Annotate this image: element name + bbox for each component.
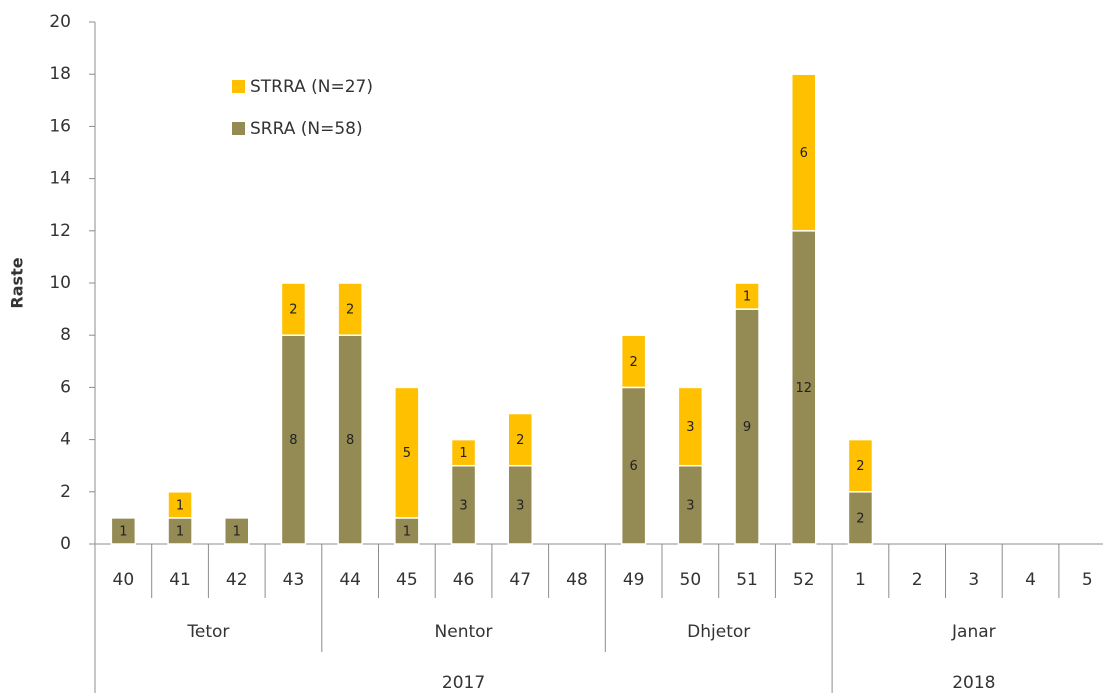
data-label: 8 bbox=[289, 433, 297, 448]
data-label: 3 bbox=[459, 498, 467, 513]
bar-segment bbox=[394, 517, 420, 545]
y-tick-label: 10 bbox=[49, 273, 71, 293]
months-label: Tetor bbox=[186, 622, 229, 642]
data-label: 3 bbox=[516, 498, 524, 513]
data-label: 2 bbox=[516, 433, 524, 448]
years-label: 2018 bbox=[952, 673, 995, 693]
bar-segment bbox=[734, 282, 760, 310]
bar-segment bbox=[167, 491, 193, 519]
data-label: 2 bbox=[346, 303, 354, 318]
bar-segment bbox=[167, 517, 193, 545]
bar-segment bbox=[847, 438, 874, 493]
y-tick-label: 12 bbox=[49, 221, 71, 241]
data-label: 1 bbox=[119, 524, 127, 539]
bar-segment bbox=[507, 412, 533, 467]
bar-segment bbox=[394, 386, 420, 519]
x-tick-label: 4 bbox=[1025, 570, 1036, 590]
bar-segment bbox=[507, 464, 533, 545]
bar-segment bbox=[337, 334, 363, 545]
data-label: 1 bbox=[459, 446, 467, 461]
x-tick-label: 48 bbox=[566, 570, 588, 590]
y-tick-label: 6 bbox=[60, 377, 71, 397]
y-tick-label: 2 bbox=[60, 482, 71, 502]
months-label: Nentor bbox=[435, 622, 493, 642]
months-label: Janar bbox=[951, 622, 996, 642]
data-label: 8 bbox=[346, 433, 354, 448]
x-tick-label: 44 bbox=[339, 570, 361, 590]
data-label: 2 bbox=[289, 303, 297, 318]
data-label: 1 bbox=[233, 524, 241, 539]
years-label: 2017 bbox=[442, 673, 485, 693]
bar-segment bbox=[280, 334, 307, 545]
data-label: 6 bbox=[800, 146, 808, 161]
y-tick-label: 18 bbox=[49, 64, 71, 84]
data-label: 1 bbox=[403, 524, 411, 539]
data-label: 9 bbox=[743, 420, 751, 435]
data-label: 3 bbox=[686, 420, 694, 435]
bar-segment bbox=[791, 230, 817, 545]
data-label: 5 bbox=[403, 446, 411, 461]
data-label: 2 bbox=[630, 355, 638, 370]
x-tick-label: 50 bbox=[680, 570, 702, 590]
x-tick-label: 47 bbox=[509, 570, 531, 590]
x-tick-label: 45 bbox=[396, 570, 418, 590]
x-tick-label: 51 bbox=[736, 570, 758, 590]
y-tick-label: 20 bbox=[49, 12, 71, 32]
data-label: 1 bbox=[176, 524, 184, 539]
x-tick-label: 5 bbox=[1082, 570, 1093, 590]
bar-segment bbox=[620, 334, 647, 389]
x-tick-label: 41 bbox=[169, 570, 191, 590]
data-label: 2 bbox=[856, 459, 864, 474]
y-tick-label: 8 bbox=[60, 325, 71, 345]
y-tick-label: 14 bbox=[49, 169, 71, 189]
y-axis-label: Raste bbox=[8, 257, 27, 308]
data-label: 6 bbox=[630, 459, 638, 474]
x-tick-label: 46 bbox=[453, 570, 475, 590]
legend-label: SRRA (N=58) bbox=[250, 119, 363, 139]
x-tick-label: 43 bbox=[283, 570, 305, 590]
legend-label: STRRA (N=27) bbox=[250, 77, 373, 97]
y-tick-label: 0 bbox=[60, 534, 71, 554]
y-tick-label: 16 bbox=[49, 116, 71, 136]
x-tick-label: 40 bbox=[113, 570, 135, 590]
legend-swatch bbox=[232, 80, 245, 93]
x-tick-label: 1 bbox=[855, 570, 866, 590]
bar-segment bbox=[620, 386, 647, 545]
x-tick-label: 42 bbox=[226, 570, 248, 590]
bar-segment bbox=[791, 73, 817, 232]
x-tick-label: 49 bbox=[623, 570, 645, 590]
data-label: 12 bbox=[795, 381, 812, 396]
bar-segment bbox=[280, 282, 307, 336]
bar-segment bbox=[337, 282, 363, 336]
data-label: 1 bbox=[176, 498, 184, 513]
y-tick-label: 4 bbox=[60, 430, 71, 450]
x-tick-label: 52 bbox=[793, 570, 815, 590]
bar-segment bbox=[224, 517, 250, 545]
legend-swatch bbox=[232, 122, 245, 135]
data-label: 2 bbox=[856, 511, 864, 526]
x-tick-label: 2 bbox=[912, 570, 923, 590]
bar-segment bbox=[677, 386, 704, 467]
bar-segment bbox=[110, 517, 137, 545]
x-tick-label: 3 bbox=[968, 570, 979, 590]
months-label: Dhjetor bbox=[687, 622, 750, 642]
data-label: 1 bbox=[743, 290, 751, 305]
bar-segment bbox=[450, 438, 477, 467]
data-label: 3 bbox=[686, 498, 694, 513]
